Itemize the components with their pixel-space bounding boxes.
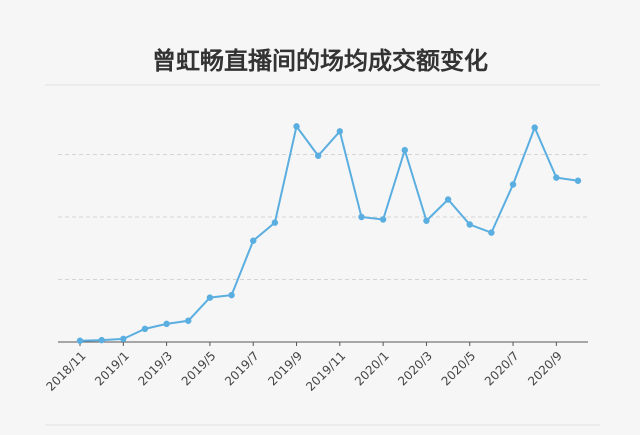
point	[163, 320, 170, 328]
point	[141, 325, 149, 333]
point	[379, 216, 387, 223]
point	[509, 181, 517, 188]
chart-title: 曾虹畅直播间的场均成交额变化	[152, 47, 488, 75]
point	[314, 152, 322, 159]
point	[228, 291, 235, 299]
point	[466, 221, 473, 228]
point	[120, 335, 127, 343]
point	[98, 336, 105, 344]
point	[444, 196, 452, 203]
line	[79, 124, 579, 342]
point	[293, 123, 300, 130]
point	[336, 128, 344, 135]
point	[250, 237, 257, 244]
point	[185, 317, 192, 324]
point	[553, 174, 560, 181]
point	[76, 337, 84, 344]
point	[271, 219, 279, 226]
point	[206, 294, 214, 301]
point	[423, 217, 430, 224]
point	[358, 213, 365, 221]
point	[531, 124, 538, 131]
point	[488, 229, 495, 236]
point	[401, 146, 408, 154]
point	[574, 177, 582, 184]
